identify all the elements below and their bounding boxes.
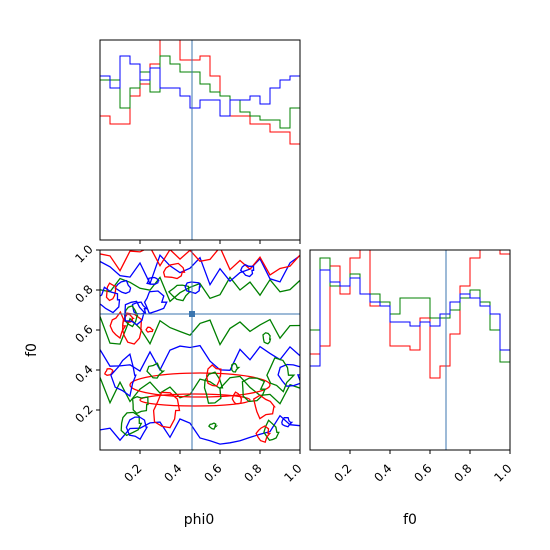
f0-axis-label-left: f0 [24,343,40,357]
phi0-hist-line-2 [100,55,300,117]
contour-blob [145,326,154,333]
contour-blob [262,332,272,345]
joint-frame [99,249,301,451]
f0-histogram-panel: 0.2 0.4 0.6 0.8 1.0 [309,249,515,485]
contour-blob [241,377,266,403]
contour-blob [255,425,272,444]
contour-series [100,250,300,445]
contour-green-band [100,276,300,303]
y-tick-label: 0.2 [72,402,95,425]
phi0-histogram-panel [99,39,301,244]
contour-red-ellipse [129,372,271,398]
contour-blob [231,391,243,405]
phi0-hist-line-0 [100,40,300,145]
y-tick-label: 0.8 [72,282,95,305]
x-tick-label: 0.2 [331,461,354,484]
x-tick-label: 0.2 [121,461,144,484]
contour-blue-band [100,414,300,445]
x-tick-label: 0.6 [201,461,224,484]
contour-blob [131,396,149,415]
contour-blob [152,391,181,429]
x-tick-label: 1.0 [281,461,304,484]
contour-green-band [100,375,300,405]
contour-blob [146,276,160,285]
phi0-hist-line-1 [100,55,300,129]
contour-blob [120,411,143,437]
contour-blob [281,417,294,428]
f0-hist-frame [309,249,511,451]
contour-blob [252,394,276,420]
contour-blob [162,262,186,280]
x-tick-label: 0.8 [451,461,474,484]
contour-blob [143,290,168,315]
x-tick-label: 0.6 [411,461,434,484]
f0-hist-series [310,250,510,379]
f0-axis-label-bottom: f0 [403,512,417,528]
contour-blob [100,286,121,314]
y-tick-label: 1.0 [72,242,95,265]
contour-blob [277,363,300,387]
contour-blob [263,419,280,442]
contour-blob [146,362,166,379]
contour-red-band [100,250,300,276]
y-tick-label: 0.4 [72,362,95,385]
contour-blob [208,422,219,430]
contour-blob [205,364,222,387]
truth-marker [189,311,195,317]
contour-red-ellipse [139,393,251,407]
joint-contour-panel: 0.2 0.4 0.6 0.8 1.0 0.2 0.4 0.6 0.8 1.0 [72,242,304,484]
contour-blob [125,416,149,441]
contour-blob [103,368,115,376]
contour-blob [266,357,296,393]
contour-blob [110,353,137,398]
contour-blob [124,300,146,326]
phi0-hist-series [100,40,300,145]
contour-blob [167,284,192,302]
contour-blob [203,371,224,404]
x-tick-label: 1.0 [491,461,514,484]
f0-hist-line-2 [310,269,510,367]
contour-blue-band [100,253,300,287]
phi0-hist-frame [99,39,301,241]
f0-hist-line-0 [310,250,510,379]
phi0-axis-label: phi0 [184,512,215,528]
x-tick-label: 0.4 [371,461,394,484]
contour-blob [231,363,241,373]
x-tick-label: 0.4 [161,461,184,484]
contour-blob [184,281,202,295]
y-tick-label: 0.6 [72,322,95,345]
contour-blob [239,263,255,278]
x-tick-label: 0.8 [241,461,264,484]
